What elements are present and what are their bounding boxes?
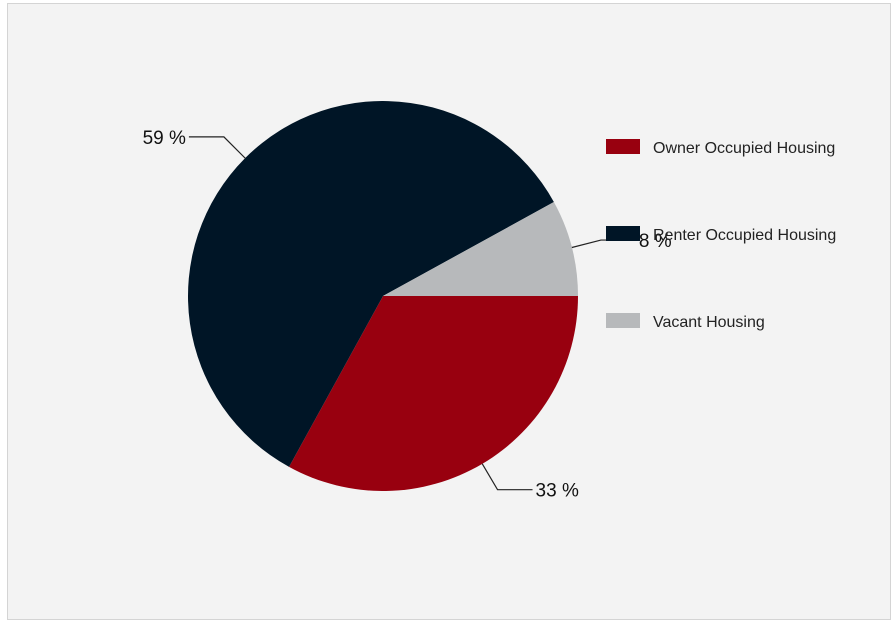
data-label-renter-occupied-housing: 59 % <box>143 128 186 149</box>
pie-slice-vacant-housing <box>383 202 579 296</box>
data-label-vacant-housing: 8 % <box>639 231 672 252</box>
legend-label-owner-occupied-housing: Owner Occupied Housing <box>653 140 835 157</box>
legend-swatch-renter-occupied-housing <box>606 226 640 241</box>
legend-label-renter-occupied-housing: Renter Occupied Housing <box>653 227 836 244</box>
leader-line-renter-occupied-housing <box>188 136 246 159</box>
leader-line-vacant-housing <box>571 239 636 249</box>
leader-line-owner-occupied-housing <box>481 463 533 491</box>
legend-swatch-owner-occupied-housing <box>606 139 640 154</box>
pie-slices <box>188 101 579 491</box>
legend-label-vacant-housing: Vacant Housing <box>653 314 765 331</box>
legend: Owner Occupied Housing Renter Occupied Ho… <box>606 139 836 331</box>
data-label-owner-occupied-housing: 33 % <box>536 481 579 502</box>
legend-swatch-vacant-housing <box>606 313 640 328</box>
data-labels: 33 % 59 % 8 % <box>143 128 672 502</box>
pie-slice-renter-occupied-housing <box>188 101 554 467</box>
pie-slice-owner-occupied-housing <box>289 296 578 491</box>
